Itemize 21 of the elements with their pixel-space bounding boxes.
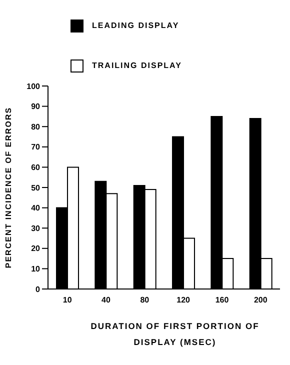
y-axis-title: PERCENT INCIDENCE OF ERRORS	[4, 106, 13, 268]
y-tick-label: 100	[26, 82, 41, 91]
x-tick-label: 200	[254, 296, 268, 305]
x-tick-label: 160	[215, 296, 230, 305]
y-tick-label: 60	[31, 163, 41, 172]
y-tick-label: 40	[31, 204, 41, 213]
y-tick-label: 0	[36, 284, 41, 294]
x-tick-label: 80	[140, 296, 150, 305]
x-tick-label: 120	[176, 296, 191, 305]
y-tick-label: 50	[31, 183, 41, 192]
legend-label: TRAILING DISPLAY	[92, 60, 182, 72]
y-tick-label: 80	[31, 122, 41, 132]
y-tick-label: 70	[31, 142, 41, 152]
y-tick-label: 20	[31, 244, 41, 254]
y-tick-label: 10	[31, 264, 41, 274]
x-axis-title: DURATION OF FIRST PORTION OF DISPLAY (MSEC)	[90, 320, 260, 349]
y-tick-label: 90	[31, 102, 41, 112]
legend-label: LEADING DISPLAY	[92, 20, 180, 32]
y-tick-label: 30	[31, 224, 41, 233]
x-tick-label: 10	[62, 296, 72, 305]
x-tick-label: 40	[102, 296, 111, 305]
